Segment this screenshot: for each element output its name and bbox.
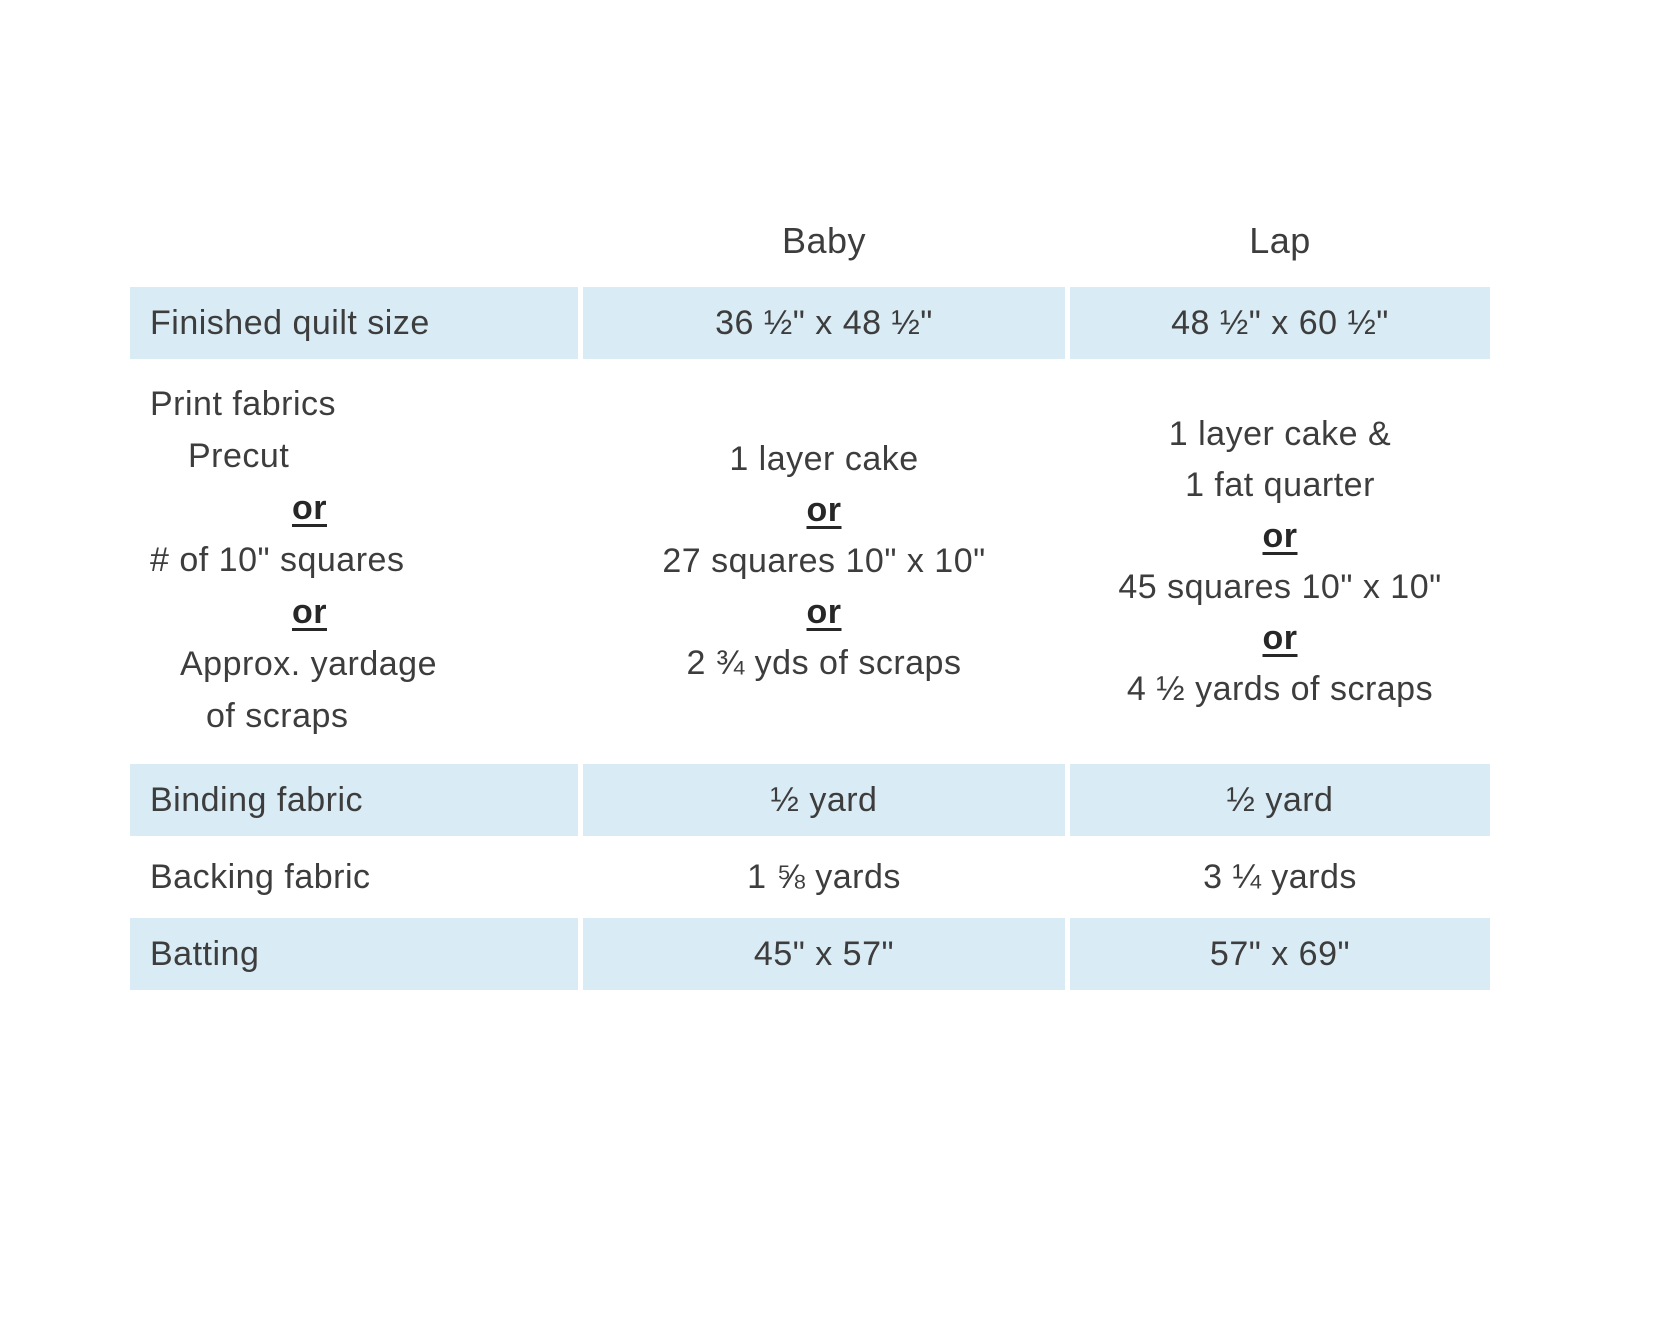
print-fabrics-baby-yardage: 2 ¾ yds of scraps: [686, 644, 962, 682]
print-fabrics-baby-cell: 1 layer cake or 27 squares 10" x 10" or …: [583, 364, 1065, 759]
header-empty-cell: [130, 200, 578, 282]
print-fabrics-lap-yardage: 4 ½ yards of scraps: [1126, 669, 1434, 708]
print-fabrics-squares-label: # of 10" squares: [150, 541, 405, 579]
print-fabrics-yardage-label-line1: Approx. yardage: [180, 645, 437, 683]
row-batting: Batting 45" x 57" 57" x 69": [130, 918, 1495, 990]
row-print-fabrics: Print fabrics Precut or # of 10" squares…: [130, 364, 1495, 759]
print-fabrics-baby-squares: 27 squares 10" x 10": [662, 542, 986, 580]
row-finished-quilt-size: Finished quilt size 36 ½" x 48 ½" 48 ½" …: [130, 287, 1495, 359]
print-fabrics-yardage-label-line2: of scraps: [206, 697, 349, 735]
backing-fabric-label: Backing fabric: [150, 857, 371, 896]
binding-fabric-lap: ½ yard: [1070, 764, 1490, 836]
row-backing-fabric: Backing fabric 1 ⅝ yards 3 ¼ yards: [130, 841, 1495, 913]
column-header-lap: Lap: [1249, 220, 1311, 261]
print-fabrics-lap-squares: 45 squares 10" x 10": [1118, 567, 1442, 606]
backing-fabric-lap: 3 ¼ yards: [1203, 857, 1357, 896]
print-fabrics-label-cell: Print fabrics Precut or # of 10" squares…: [130, 364, 578, 759]
column-header-baby: Baby: [781, 220, 867, 261]
finished-quilt-size-label: Finished quilt size: [130, 287, 578, 359]
print-fabrics-baby-or-2: or: [806, 593, 842, 631]
table-header-row: Baby Lap: [130, 200, 1495, 282]
print-fabrics-lap-cell: 1 layer cake & 1 fat quarter or 45 squar…: [1070, 364, 1490, 759]
batting-lap: 57" x 69": [1070, 918, 1490, 990]
print-fabrics-or-2: or: [292, 593, 327, 631]
row-binding-fabric: Binding fabric ½ yard ½ yard: [130, 764, 1495, 836]
print-fabrics-lap-precut-line1: 1 layer cake &: [1168, 414, 1392, 453]
print-fabrics-baby-or-1: or: [806, 491, 842, 529]
print-fabrics-lap-or-1: or: [1262, 516, 1298, 555]
print-fabrics-lap-precut-line2: 1 fat quarter: [1185, 465, 1375, 504]
print-fabrics-or-1: or: [292, 489, 327, 527]
batting-label: Batting: [130, 918, 578, 990]
print-fabrics-title: Print fabrics: [150, 385, 336, 423]
finished-quilt-size-lap: 48 ½" x 60 ½": [1070, 287, 1490, 359]
binding-fabric-baby: ½ yard: [583, 764, 1065, 836]
batting-baby: 45" x 57": [583, 918, 1065, 990]
finished-quilt-size-baby: 36 ½" x 48 ½": [583, 287, 1065, 359]
backing-fabric-baby: 1 ⅝ yards: [747, 857, 901, 896]
quilt-requirements-table: Baby Lap Finished quilt size 36 ½" x 48 …: [130, 200, 1495, 995]
print-fabrics-precut-label: Precut: [188, 437, 290, 475]
binding-fabric-label: Binding fabric: [130, 764, 578, 836]
print-fabrics-lap-or-2: or: [1262, 618, 1298, 657]
print-fabrics-baby-precut: 1 layer cake: [729, 440, 919, 478]
